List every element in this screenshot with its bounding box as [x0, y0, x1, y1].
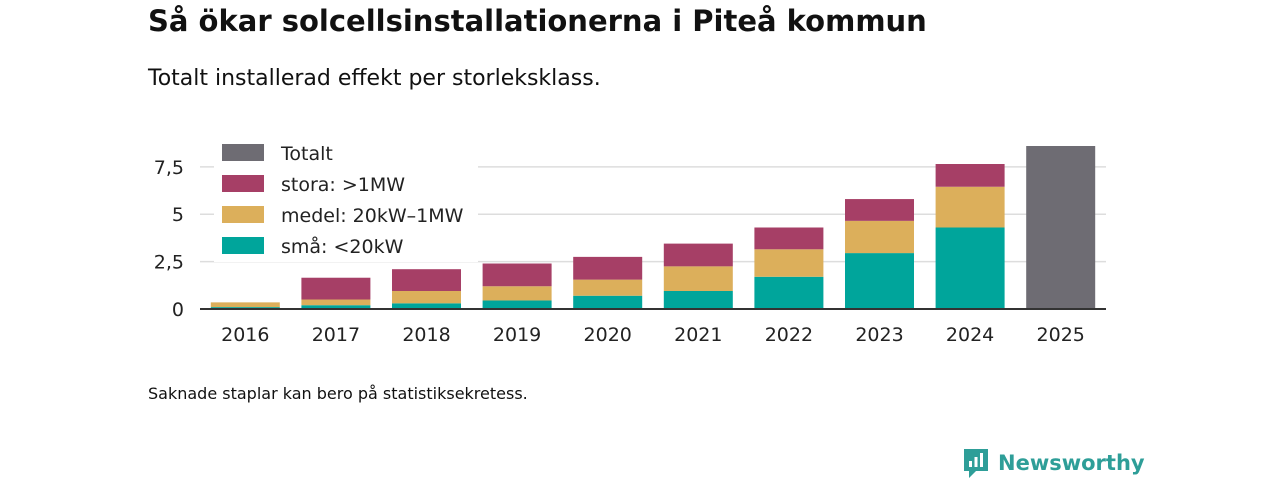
footnote: Saknade staplar kan bero på statistiksek…: [148, 384, 528, 403]
bar-medium-2017: [301, 299, 371, 306]
bar-small-2018: [392, 303, 461, 309]
bar-small-2020: [573, 295, 643, 309]
chart-subtitle: Totalt installerad effekt per storlekskl…: [148, 66, 601, 91]
x-tick-label: 2021: [674, 324, 722, 346]
bar-medium-2021: [663, 266, 733, 291]
legend-swatch-medium: [222, 206, 264, 223]
legend-label-medium: medel: 20kW–1MW: [281, 205, 464, 227]
bar-large-2018: [392, 269, 461, 291]
y-tick-label: 0: [172, 299, 184, 321]
x-tick-label: 2022: [765, 324, 813, 346]
bar-large-2021: [663, 243, 733, 267]
brand-name: Newsworthy: [998, 451, 1145, 475]
bar-large-2023: [845, 199, 914, 221]
bar-large-2024: [935, 164, 1005, 187]
bar-small-2024: [935, 227, 1005, 309]
legend-swatch-small: [222, 237, 264, 254]
bar-large-2017: [301, 277, 371, 300]
bar-medium-2020: [573, 279, 643, 296]
x-tick-label: 2017: [312, 324, 360, 346]
bar-medium-2023: [845, 220, 914, 254]
legend-swatch-total: [222, 144, 264, 161]
bar-small-2022: [754, 276, 824, 309]
x-tick-label: 2020: [584, 324, 632, 346]
x-tick-label: 2025: [1037, 324, 1085, 346]
bar-small-2019: [482, 300, 552, 309]
legend-swatch-large: [222, 175, 264, 192]
bar-small-2021: [663, 290, 733, 309]
bar-medium-2018: [392, 290, 461, 304]
bar-medium-2016: [210, 302, 280, 308]
x-tick-label: 2024: [946, 324, 994, 346]
legend-label-small: små: <20kW: [281, 235, 404, 258]
legend-label-large: stora: >1MW: [281, 174, 405, 196]
bar-medium-2022: [754, 249, 824, 277]
newsworthy-logo[interactable]: Newsworthy: [962, 446, 1145, 480]
y-tick-label: 5: [172, 204, 184, 226]
bar-medium-2024: [935, 186, 1005, 228]
x-tick-label: 2018: [402, 324, 450, 346]
x-tick-label: 2023: [855, 324, 903, 346]
bar-small-2023: [845, 253, 914, 309]
legend-label-total: Totalt: [280, 143, 333, 165]
legend: Totalt stora: >1MW medel: 20kW–1MW små: <20…: [214, 140, 478, 262]
bar-large-2022: [754, 227, 824, 250]
y-tick-label: 2,5: [154, 252, 184, 274]
axes: 0 2,5 5 7,5 2016 2017 2018 2019 2020 2021 2022 2023…: [154, 157, 1106, 346]
bar-total-2025: [1026, 146, 1096, 309]
x-tick-label: 2016: [221, 324, 269, 346]
chart-area: 0 2,5 5 7,5 2016 2017 2018 2019 2020 2021 2022 2023…: [153, 140, 1106, 346]
bar-small-2017: [301, 305, 371, 309]
chart-title: Så ökar solcellsinstallationerna i Piteå…: [148, 4, 927, 38]
bar-large-2020: [573, 256, 643, 280]
bars: [210, 146, 1096, 309]
newsworthy-logo-icon: [964, 449, 988, 478]
x-tick-label: 2019: [493, 324, 541, 346]
bar-medium-2019: [482, 286, 552, 301]
bar-large-2019: [482, 263, 552, 287]
y-tick-label: 7,5: [154, 157, 184, 179]
